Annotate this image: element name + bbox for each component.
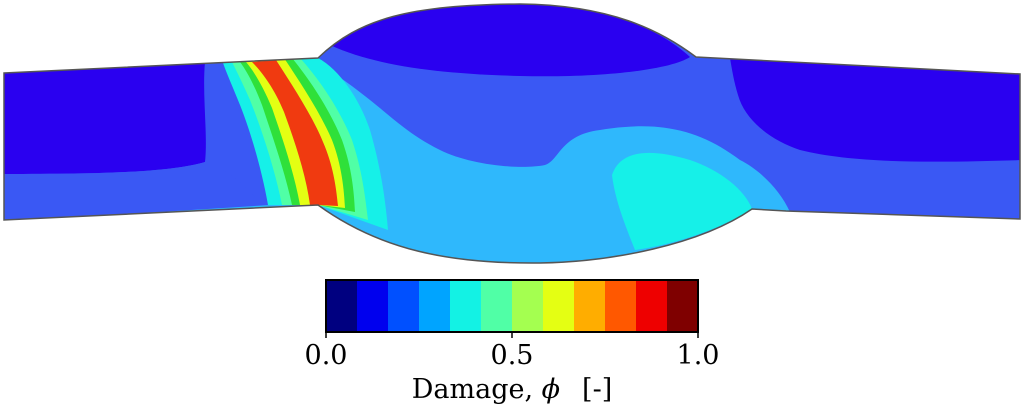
colorbar-max-label: 1.0 <box>677 340 720 371</box>
colorbar-segment-10 <box>605 280 637 332</box>
region-left-arm-deep <box>4 62 206 174</box>
colorbar <box>326 280 699 332</box>
colorbar-title-symbol: ϕ <box>542 374 560 405</box>
colorbar-title: Damage, ϕ [-] <box>412 374 612 405</box>
colorbar-title-quantity: Damage, <box>412 374 542 405</box>
colorbar-segment-5 <box>450 280 482 332</box>
region-left-arm-lower <box>4 162 262 222</box>
colorbar-segment-2 <box>357 280 389 332</box>
colorbar-segment-1 <box>326 280 358 332</box>
colorbar-segment-9 <box>574 280 606 332</box>
colorbar-mid-label: 0.5 <box>491 340 534 371</box>
colorbar-min-label: 0.0 <box>305 340 348 371</box>
region-right-cyan-patch <box>612 152 752 250</box>
region-band-peak <box>252 60 338 206</box>
colorbar-segment-11 <box>636 280 668 332</box>
colorbar-segment-12 <box>667 280 699 332</box>
region-bulge-cap-deep <box>330 4 690 77</box>
colorbar-segment-7 <box>512 280 544 332</box>
region-right-arm-deep <box>730 58 1020 162</box>
colorbar-segment-8 <box>543 280 575 332</box>
colorbar-segment-6 <box>481 280 513 332</box>
colorbar-segment-3 <box>388 280 420 332</box>
colorbar-title-unit: [-] <box>582 374 612 405</box>
colorbar-segment-4 <box>419 280 451 332</box>
